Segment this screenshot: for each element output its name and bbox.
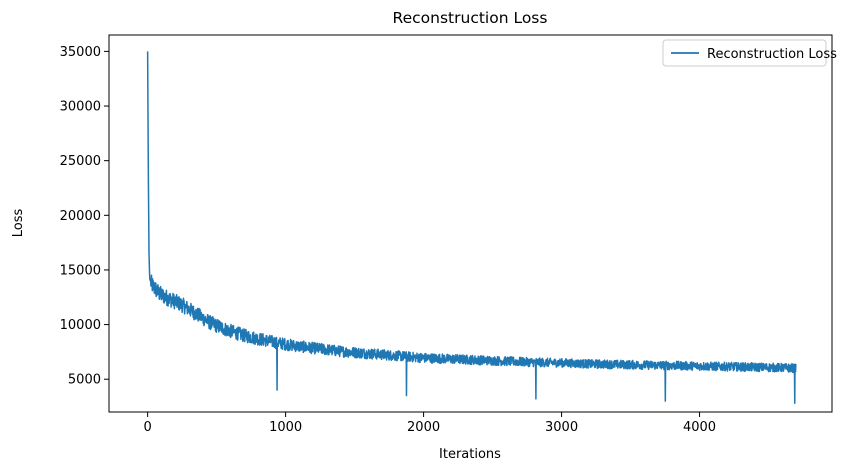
x-tick-label: 0 [143,420,151,435]
y-tick-label: 30000 [60,100,101,115]
legend-entry-reconstruction-loss: Reconstruction Loss [707,47,837,62]
x-tick-label: 2000 [407,420,440,435]
y-tick-label: 25000 [60,154,101,169]
axes-frame [108,34,833,413]
y-axis-label: Loss [11,209,26,238]
y-tick-label: 20000 [60,209,101,224]
x-tick-label: 3000 [545,420,578,435]
y-tick-label: 5000 [68,373,101,388]
axis-ticks: 0 1000 2000 3000 4000 5000 10000 15000 20000 2500… [60,45,716,435]
y-tick-label: 35000 [60,45,101,60]
legend: Reconstruction Loss [662,39,837,67]
y-tick-label: 15000 [60,263,101,278]
y-tick-label: 10000 [60,318,101,333]
series-line-reconstruction-loss [146,51,797,405]
x-tick-label: 4000 [683,420,716,435]
x-axis-label: Iterations [439,447,501,462]
plot-area [146,51,797,405]
x-tick-label: 1000 [269,420,302,435]
legend-box [662,39,827,67]
chart-title: Reconstruction Loss [393,9,548,27]
